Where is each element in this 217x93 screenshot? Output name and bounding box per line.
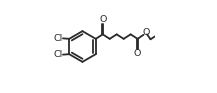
Text: Cl: Cl xyxy=(53,50,62,59)
Text: Cl: Cl xyxy=(53,34,62,43)
Text: O: O xyxy=(134,49,141,58)
Text: O: O xyxy=(142,28,150,37)
Text: O: O xyxy=(99,15,106,24)
